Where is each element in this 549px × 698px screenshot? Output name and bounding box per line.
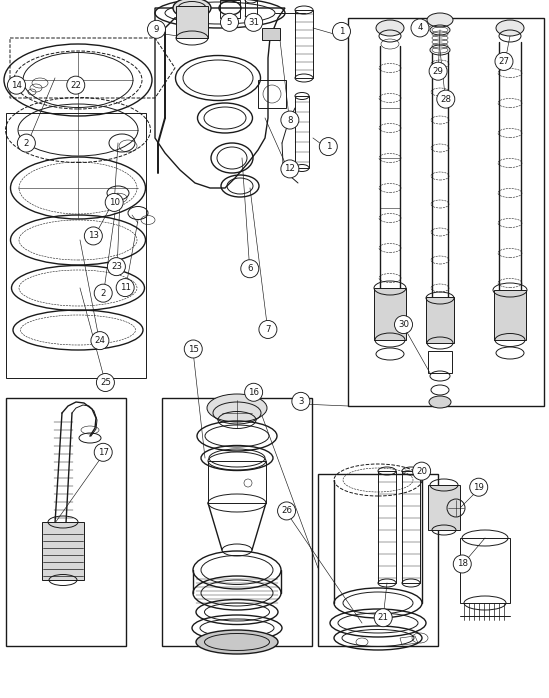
Bar <box>6 398 126 646</box>
Text: 18: 18 <box>457 560 468 568</box>
Bar <box>6 113 146 378</box>
Circle shape <box>94 284 112 302</box>
Circle shape <box>91 332 109 350</box>
Text: 17: 17 <box>98 448 109 456</box>
Ellipse shape <box>496 20 524 36</box>
Circle shape <box>18 134 35 152</box>
Bar <box>295 96 309 168</box>
Text: 23: 23 <box>111 262 122 271</box>
Text: 25: 25 <box>100 378 111 387</box>
Ellipse shape <box>429 396 451 408</box>
Circle shape <box>108 258 125 276</box>
Circle shape <box>148 20 165 38</box>
Bar <box>208 461 266 503</box>
Bar <box>258 80 286 108</box>
Text: 9: 9 <box>154 25 159 34</box>
Bar <box>220 0 240 18</box>
Circle shape <box>281 111 299 129</box>
Circle shape <box>413 462 430 480</box>
Circle shape <box>8 76 25 94</box>
Text: 8: 8 <box>287 116 293 124</box>
Bar <box>460 538 510 603</box>
Circle shape <box>437 90 455 108</box>
Circle shape <box>259 320 277 339</box>
Text: 26: 26 <box>281 507 292 515</box>
Bar <box>245 0 257 16</box>
Text: 2: 2 <box>24 139 29 147</box>
Bar <box>176 6 208 38</box>
Circle shape <box>429 62 447 80</box>
Bar <box>426 297 454 343</box>
Text: 11: 11 <box>120 283 131 292</box>
Circle shape <box>292 392 310 410</box>
Text: 13: 13 <box>88 232 99 240</box>
Ellipse shape <box>207 394 267 422</box>
Bar <box>374 288 406 340</box>
Circle shape <box>97 373 114 392</box>
Circle shape <box>453 555 471 573</box>
Text: 5: 5 <box>227 18 232 27</box>
Text: 12: 12 <box>284 165 295 173</box>
Text: 27: 27 <box>498 57 509 66</box>
Circle shape <box>470 478 488 496</box>
Circle shape <box>333 22 350 40</box>
Text: 29: 29 <box>433 67 444 75</box>
Text: 1: 1 <box>326 142 331 151</box>
Circle shape <box>241 260 259 278</box>
Bar <box>402 471 420 583</box>
Circle shape <box>245 383 262 401</box>
Text: 2: 2 <box>100 289 106 297</box>
Ellipse shape <box>376 20 404 36</box>
Circle shape <box>395 315 412 334</box>
Text: 14: 14 <box>11 81 22 89</box>
Text: 10: 10 <box>109 198 120 207</box>
Bar <box>295 10 313 78</box>
Text: 19: 19 <box>473 483 484 491</box>
Text: 15: 15 <box>188 345 199 353</box>
Circle shape <box>374 609 392 627</box>
Text: 21: 21 <box>378 614 389 622</box>
Text: 28: 28 <box>440 95 451 103</box>
Circle shape <box>495 52 513 70</box>
Bar <box>494 290 526 340</box>
Circle shape <box>281 160 299 178</box>
Circle shape <box>278 502 295 520</box>
Text: 4: 4 <box>417 24 423 32</box>
Text: 7: 7 <box>265 325 271 334</box>
Circle shape <box>411 19 429 37</box>
Bar <box>162 398 312 646</box>
Bar <box>378 471 396 583</box>
Bar <box>318 474 438 646</box>
Circle shape <box>67 76 85 94</box>
Text: 30: 30 <box>398 320 409 329</box>
Ellipse shape <box>196 630 278 654</box>
Ellipse shape <box>173 0 211 18</box>
Text: 1: 1 <box>339 27 344 36</box>
Circle shape <box>184 340 202 358</box>
Bar <box>428 485 460 530</box>
Text: 3: 3 <box>298 397 304 406</box>
Bar <box>428 351 452 373</box>
Bar <box>262 28 280 40</box>
Text: 16: 16 <box>248 388 259 396</box>
Bar <box>348 18 544 406</box>
Ellipse shape <box>427 13 453 27</box>
Bar <box>42 522 84 580</box>
Circle shape <box>221 13 238 31</box>
Circle shape <box>116 279 134 297</box>
Text: 6: 6 <box>247 265 253 273</box>
Circle shape <box>94 443 112 461</box>
Text: 22: 22 <box>70 81 81 89</box>
Circle shape <box>105 193 123 211</box>
Text: 31: 31 <box>248 18 259 27</box>
Circle shape <box>85 227 102 245</box>
Circle shape <box>320 138 337 156</box>
Circle shape <box>245 13 262 31</box>
Text: 20: 20 <box>416 467 427 475</box>
Text: 24: 24 <box>94 336 105 345</box>
